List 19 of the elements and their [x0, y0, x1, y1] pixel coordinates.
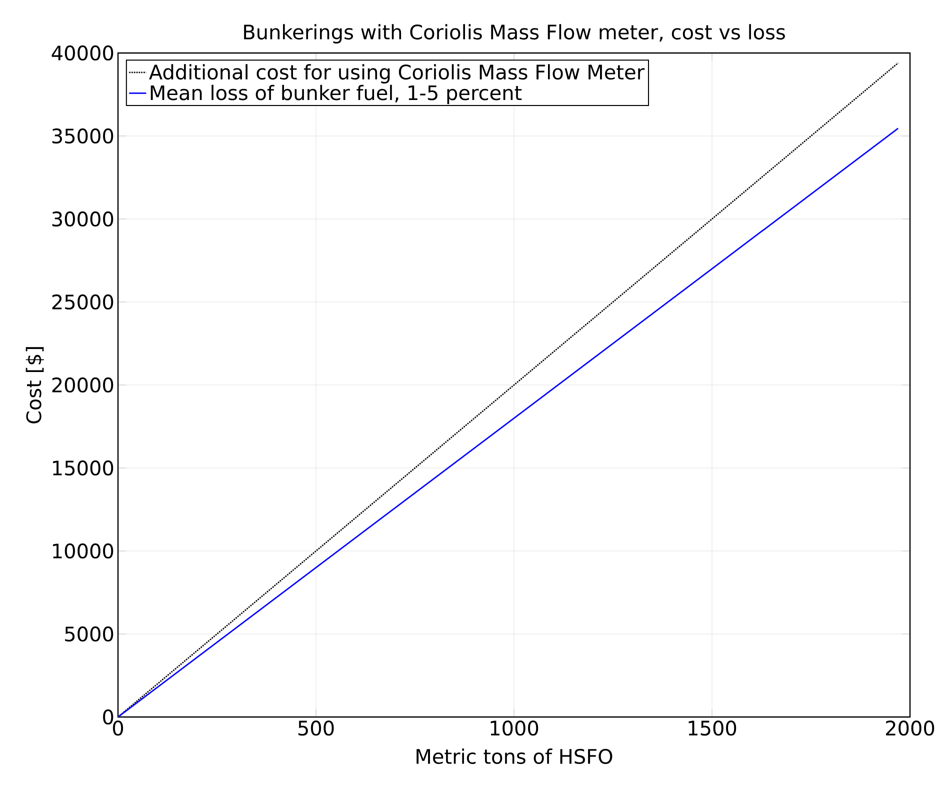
x-axis-title: Metric tons of HSFO — [416, 748, 612, 764]
y-tick-label: 10000 — [53, 543, 114, 559]
legend-label: Mean loss of bunker fuel, 1-5 percent — [150, 84, 522, 104]
y-tick-label: 5000 — [65, 626, 114, 642]
y-tick-label: 15000 — [53, 460, 114, 476]
x-tick-label: 500 — [298, 720, 334, 736]
y-tick-label: 0 — [103, 709, 114, 725]
x-tick-label: 0 — [112, 720, 124, 736]
y-tick-label: 20000 — [52, 377, 114, 393]
legend-label: Additional cost for using Coriolis Mass Flow Meter — [149, 64, 645, 84]
x-tick-label: 1000 — [490, 720, 538, 736]
y-tick-label: 25000 — [52, 294, 114, 310]
x-tick-label: 1500 — [688, 720, 736, 736]
chart-title: Bunkerings with Coriolis Mass Flow meter, cost vs loss — [244, 24, 785, 44]
y-tick-label: 35000 — [52, 128, 114, 144]
y-tick-label: 40000 — [52, 45, 114, 61]
y-axis-title: Cost [$] — [26, 347, 44, 424]
y-tick-label: 30000 — [52, 211, 114, 227]
x-tick-label: 2000 — [886, 720, 934, 736]
